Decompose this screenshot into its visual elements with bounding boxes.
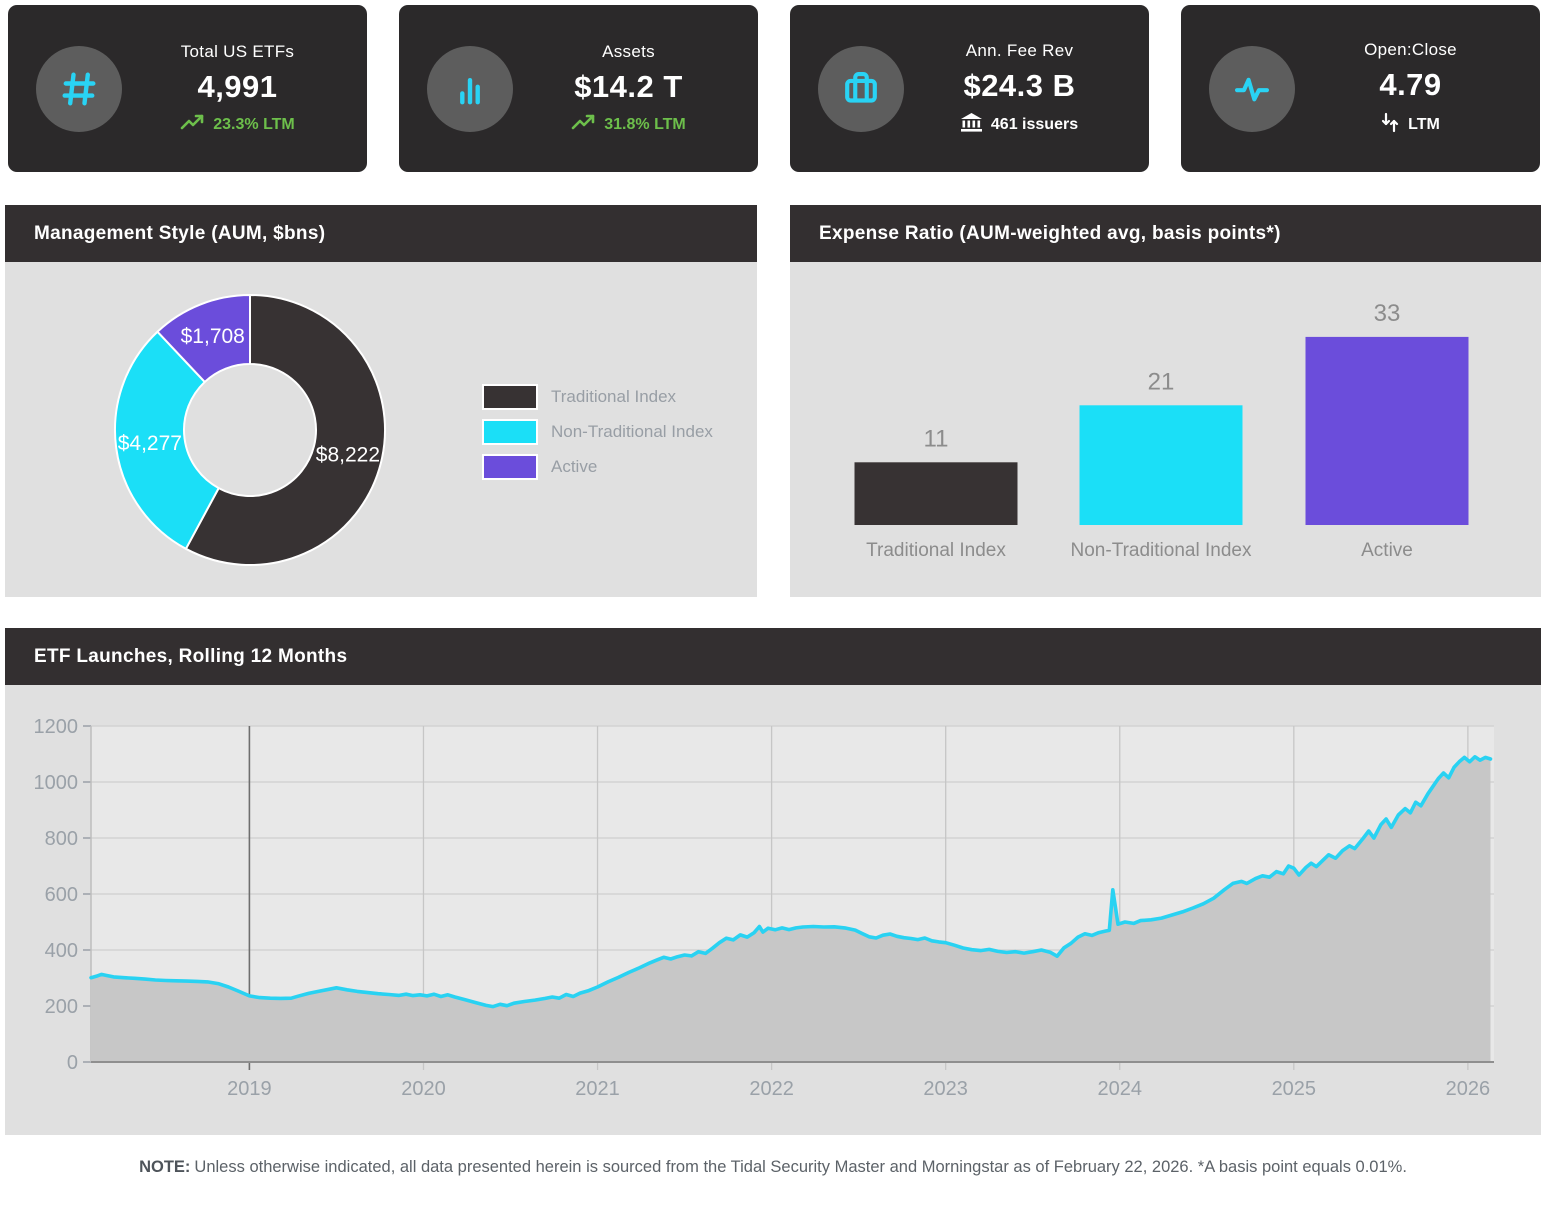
svg-text:800: 800	[45, 828, 78, 850]
svg-text:2024: 2024	[1098, 1078, 1143, 1100]
footnote-text: Unless otherwise indicated, all data pre…	[194, 1158, 1407, 1176]
etf-launches-area-chart: 0 200 400 600 800 1000 1200 2019 2020 2021 2022 202…	[34, 716, 1494, 1100]
kpi-card-row: Total US ETFs 4,991 23.3% LTM Assets $14…	[8, 5, 1540, 172]
svg-text:2020: 2020	[401, 1078, 446, 1100]
svg-text:$1,708: $1,708	[181, 325, 245, 348]
legend-swatch	[482, 419, 538, 445]
svg-text:1000: 1000	[34, 772, 79, 794]
card-subtext: 31.8% LTM	[513, 114, 744, 136]
donut-legend: Traditional Index Non-Traditional Index …	[482, 384, 713, 480]
trending-up-icon	[180, 114, 204, 136]
svg-text:2021: 2021	[575, 1078, 620, 1100]
kpi-card-assets: Assets $14.2 T 31.8% LTM	[399, 5, 758, 172]
svg-text:0: 0	[67, 1052, 78, 1074]
panel-title: Expense Ratio (AUM-weighted avg, basis p…	[790, 205, 1541, 262]
expense-ratio-bar-chart: 11 Traditional Index 21 Non-Traditional Ind…	[854, 300, 1469, 561]
legend-swatch	[482, 384, 538, 410]
management-style-panel: Management Style (AUM, $bns) $8,222 $4,27…	[5, 205, 757, 597]
svg-text:600: 600	[45, 884, 78, 906]
footnote-label: NOTE:	[139, 1158, 191, 1176]
legend-item-traditional-index: Traditional Index	[482, 384, 713, 410]
svg-text:Active: Active	[1361, 540, 1413, 561]
kpi-card-total-us-etfs: Total US ETFs 4,991 23.3% LTM	[8, 5, 367, 172]
card-value: 4,991	[197, 68, 278, 104]
svg-text:21: 21	[1148, 368, 1175, 395]
svg-text:200: 200	[45, 996, 78, 1018]
svg-text:2022: 2022	[749, 1078, 794, 1100]
svg-text:2023: 2023	[923, 1078, 968, 1100]
svg-text:Traditional Index: Traditional Index	[866, 540, 1006, 561]
svg-text:2019: 2019	[227, 1078, 272, 1100]
svg-text:2026: 2026	[1446, 1078, 1491, 1100]
expense-ratio-panel: Expense Ratio (AUM-weighted avg, basis p…	[790, 205, 1541, 597]
svg-text:$8,222: $8,222	[316, 444, 380, 467]
svg-text:11: 11	[924, 425, 949, 452]
legend-swatch	[482, 454, 538, 480]
card-value: 4.79	[1379, 66, 1442, 102]
bar-chart-icon	[427, 45, 513, 132]
trending-up-icon	[571, 114, 595, 136]
management-style-donut-chart: $8,222 $4,277 $1,708	[114, 294, 386, 566]
svg-text:33: 33	[1374, 300, 1401, 327]
card-title: Ann. Fee Rev	[965, 40, 1074, 60]
kpi-card-open-close: Open:Close 4.79 LTM	[1181, 5, 1540, 172]
legend-item-non-traditional-index: Non-Traditional Index	[482, 419, 713, 445]
card-title: Total US ETFs	[180, 41, 295, 61]
card-subtext: 461 issuers	[904, 112, 1135, 137]
card-title: Open:Close	[1364, 39, 1457, 59]
hash-icon	[36, 45, 122, 132]
svg-text:2025: 2025	[1272, 1078, 1317, 1100]
card-subtext: 23.3% LTM	[122, 114, 353, 136]
svg-text:$4,277: $4,277	[118, 432, 182, 455]
arrows-vertical-icon	[1381, 112, 1399, 138]
activity-icon	[1209, 45, 1295, 132]
card-subtext: LTM	[1295, 112, 1526, 138]
panel-title: ETF Launches, Rolling 12 Months	[5, 628, 1541, 685]
briefcase-icon	[818, 45, 904, 132]
kpi-card-ann-fee-rev: Ann. Fee Rev $24.3 B 461 issuers	[790, 5, 1149, 172]
card-value: $14.2 T	[574, 68, 683, 104]
svg-text:1200: 1200	[34, 716, 79, 738]
card-title: Assets	[602, 41, 655, 61]
etf-launches-panel: ETF Launches, Rolling 12 Months 0 200 400 6…	[5, 628, 1541, 1135]
card-value: $24.3 B	[963, 67, 1076, 103]
svg-text:400: 400	[45, 940, 78, 962]
svg-text:Non-Traditional Index: Non-Traditional Index	[1071, 540, 1252, 561]
panel-title: Management Style (AUM, $bns)	[5, 205, 757, 262]
bank-icon	[960, 112, 982, 137]
footnote: NOTE: Unless otherwise indicated, all dat…	[0, 1158, 1546, 1177]
legend-item-active: Active	[482, 454, 713, 480]
